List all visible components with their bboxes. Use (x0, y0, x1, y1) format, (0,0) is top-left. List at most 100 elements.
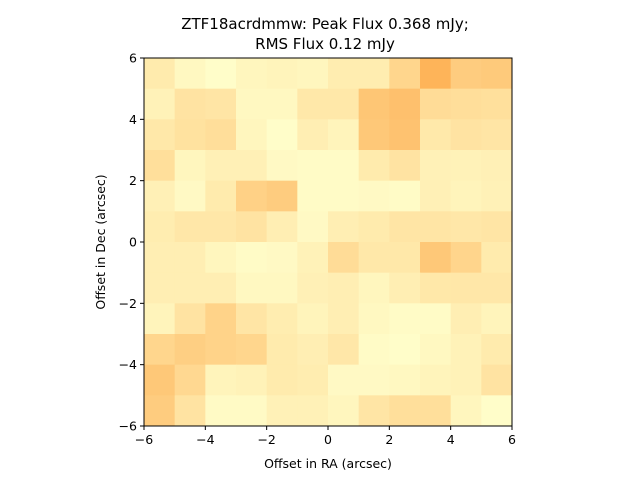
heatmap-cell (389, 58, 421, 90)
heatmap-cell (174, 334, 206, 366)
heatmap-cell (266, 242, 298, 274)
heatmap-cell (420, 180, 452, 212)
heatmap-cell (297, 364, 329, 396)
heatmap-cell (205, 150, 237, 182)
heatmap-cell (420, 88, 452, 120)
heatmap-cells (144, 58, 513, 427)
heatmap-cell (205, 242, 237, 274)
heatmap-cell (174, 364, 206, 396)
heatmap-cell (450, 364, 482, 396)
heatmap-cell (481, 272, 513, 304)
heatmap-cell (389, 303, 421, 335)
heatmap-cell (389, 272, 421, 304)
heatmap-cell (297, 303, 329, 335)
heatmap-cell (297, 150, 329, 182)
heatmap-cell (328, 334, 360, 366)
heatmap-cell (205, 334, 237, 366)
heatmap-cell (266, 334, 298, 366)
heatmap-cell (236, 395, 268, 427)
heatmap-cell (328, 88, 360, 120)
heatmap-cell (174, 303, 206, 335)
heatmap-cell (450, 58, 482, 90)
heatmap-cell (450, 119, 482, 151)
heatmap-cell (174, 395, 206, 427)
x-tick-label: 4 (447, 432, 455, 447)
heatmap-cell (420, 303, 452, 335)
y-tick-label: 4 (129, 112, 137, 127)
heatmap-cell (389, 242, 421, 274)
heatmap-cell (144, 395, 176, 427)
heatmap-cell (297, 272, 329, 304)
heatmap-cell (174, 211, 206, 243)
heatmap-cell (420, 58, 452, 90)
heatmap-cell (266, 272, 298, 304)
chart-title-line1: ZTF18acrdmmw: Peak Flux 0.368 mJy; (181, 15, 469, 33)
heatmap-cell (481, 150, 513, 182)
heatmap-cell (174, 88, 206, 120)
heatmap-cell (389, 150, 421, 182)
heatmap-cell (144, 58, 176, 90)
chart-title-line2: RMS Flux 0.12 mJy (255, 35, 395, 53)
heatmap-cell (266, 58, 298, 90)
heatmap-cell (297, 88, 329, 120)
heatmap-cell (481, 180, 513, 212)
heatmap-cell (358, 119, 390, 151)
heatmap-cell (297, 211, 329, 243)
heatmap-cell (205, 119, 237, 151)
heatmap-cell (389, 119, 421, 151)
heatmap-cell (205, 303, 237, 335)
heatmap-cell (144, 303, 176, 335)
heatmap-cell (358, 334, 390, 366)
heatmap-cell (389, 180, 421, 212)
heatmap-cell (481, 364, 513, 396)
heatmap-cell (450, 395, 482, 427)
heatmap-cell (358, 242, 390, 274)
heatmap-cell (389, 88, 421, 120)
heatmap-cell (328, 364, 360, 396)
x-tick-label: −2 (257, 432, 275, 447)
heatmap-cell (297, 180, 329, 212)
heatmap-cell (144, 119, 176, 151)
heatmap-cell (420, 272, 452, 304)
heatmap-cell (205, 88, 237, 120)
heatmap-cell (297, 334, 329, 366)
heatmap-cell (481, 242, 513, 274)
heatmap-cell (450, 180, 482, 212)
heatmap-cell (481, 211, 513, 243)
heatmap-cell (266, 180, 298, 212)
heatmap-cell (420, 395, 452, 427)
heatmap-cell (144, 211, 176, 243)
heatmap-cell (420, 119, 452, 151)
heatmap-cell (420, 364, 452, 396)
x-tick-label: 0 (324, 432, 332, 447)
heatmap-cell (144, 180, 176, 212)
heatmap-cell (328, 303, 360, 335)
heatmap-cell (205, 58, 237, 90)
heatmap-cell (358, 395, 390, 427)
heatmap-cell (389, 211, 421, 243)
heatmap-cell (358, 150, 390, 182)
y-tick-label: 6 (129, 51, 137, 66)
heatmap-cell (328, 272, 360, 304)
heatmap-cell (297, 58, 329, 90)
heatmap-cell (389, 395, 421, 427)
heatmap-cell (205, 364, 237, 396)
heatmap-cell (266, 364, 298, 396)
y-tick-label: 2 (129, 173, 137, 188)
heatmap-cell (205, 272, 237, 304)
heatmap-cell (236, 242, 268, 274)
heatmap-cell (144, 364, 176, 396)
heatmap-cell (266, 395, 298, 427)
y-tick-label: 0 (129, 235, 137, 250)
heatmap-cell (236, 303, 268, 335)
heatmap-cell (144, 242, 176, 274)
heatmap-cell (358, 303, 390, 335)
heatmap-cell (297, 242, 329, 274)
x-tick-label: −4 (196, 432, 214, 447)
x-tick-label: 6 (508, 432, 516, 447)
heatmap-cell (328, 395, 360, 427)
x-tick-label: −6 (135, 432, 153, 447)
heatmap-cell (236, 364, 268, 396)
y-tick-label: −4 (119, 357, 137, 372)
